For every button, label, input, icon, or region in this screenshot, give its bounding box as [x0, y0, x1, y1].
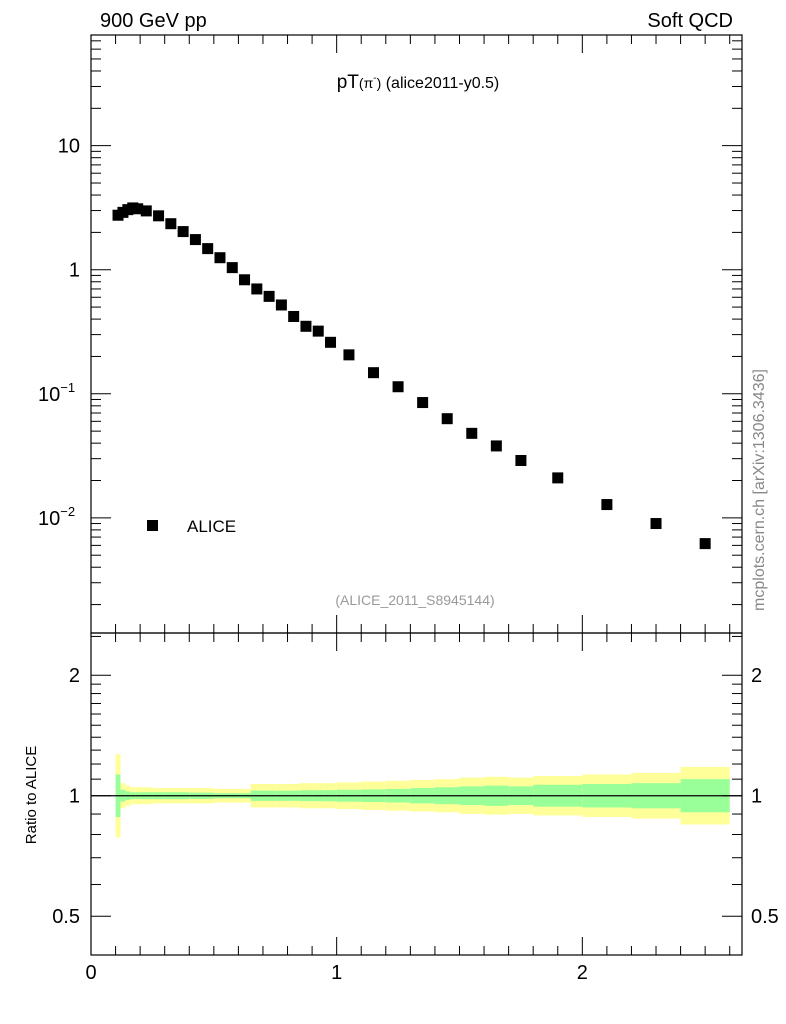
- ratio-y-tick-label-left: 0.5: [52, 906, 80, 928]
- title-sup: -: [373, 73, 376, 84]
- ratio-y-tick-label-right: 0.5: [751, 906, 779, 928]
- data-point: [368, 367, 380, 379]
- data-point: [441, 413, 453, 425]
- data-point: [239, 274, 251, 286]
- legend-label: ALICE: [187, 517, 236, 536]
- ratio-y-tick-label-left: 2: [69, 665, 80, 687]
- header-right: Soft QCD: [647, 10, 733, 32]
- data-point: [466, 427, 478, 439]
- chart-title: pT(π-) (alice2011-y0.5): [337, 72, 500, 93]
- title-main: pT: [337, 72, 360, 93]
- data-point: [214, 252, 226, 264]
- data-point: [325, 336, 337, 348]
- data-point: [515, 454, 527, 466]
- legend-marker: [147, 520, 158, 531]
- data-point: [263, 290, 275, 302]
- data-point: [650, 518, 662, 530]
- title-tag: (alice2011-y0.5): [386, 75, 500, 92]
- x-tick-label: 1: [331, 962, 342, 984]
- data-point: [165, 218, 177, 230]
- data-point: [132, 203, 144, 215]
- data-point: [300, 320, 312, 332]
- ratio-y-tick-label-right: 2: [751, 665, 762, 687]
- data-point: [699, 538, 711, 550]
- data-point: [288, 310, 300, 322]
- analysis-label: (ALICE_2011_S8945144): [335, 592, 494, 608]
- data-point: [226, 262, 238, 274]
- y-tick-label: 10: [58, 136, 80, 158]
- data-point: [275, 299, 287, 311]
- data-point: [140, 205, 152, 217]
- data-point: [343, 349, 355, 361]
- data-point: [177, 226, 189, 238]
- data-point: [392, 381, 404, 393]
- data-point: [312, 325, 324, 337]
- data-point: [601, 499, 613, 511]
- data-point: [153, 210, 165, 222]
- data-point: [490, 440, 502, 452]
- y-tick-label: 10−1: [38, 380, 75, 406]
- data-point: [202, 243, 214, 255]
- ratio-ylabel: Ratio to ALICE: [23, 746, 40, 844]
- x-tick-label: 0: [85, 962, 96, 984]
- header-left: 900 GeV pp: [100, 10, 207, 32]
- ratio-y-tick-label-right: 1: [751, 786, 762, 808]
- y-tick-label: 10−2: [38, 504, 75, 530]
- title-particle: (π: [359, 75, 374, 91]
- ratio-y-tick-label-left: 1: [69, 786, 80, 808]
- ratio-plot-frame: [90, 632, 743, 956]
- data-point: [417, 397, 429, 409]
- y-tick-label: 1: [69, 260, 80, 282]
- title-close: ): [377, 75, 382, 91]
- data-point: [552, 472, 564, 484]
- x-tick-label: 2: [577, 962, 588, 984]
- side-label: mcplots.cern.ch [arXiv:1306.3436]: [751, 369, 768, 611]
- main-plot-frame: [90, 34, 743, 634]
- data-point: [189, 234, 201, 246]
- data-point: [251, 283, 263, 295]
